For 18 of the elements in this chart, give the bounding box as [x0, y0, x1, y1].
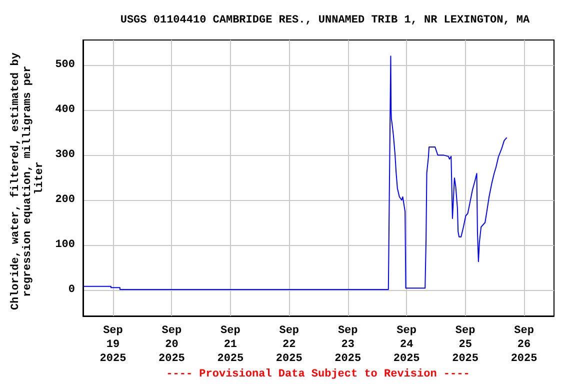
x-tick-label: Sep 26 2025 — [510, 325, 538, 365]
y-tick-label: 500 — [55, 59, 75, 72]
x-tick-label: Sep 25 2025 — [452, 325, 479, 365]
chart-title: USGS 01104410 CAMBRIDGE RES., UNNAMED TRIB 1, NR LEXINGTON, MA — [120, 14, 530, 26]
y-tick-label: 400 — [55, 104, 75, 116]
x-tick-label: Sep 23 2025 — [334, 325, 362, 365]
x-tick-label: Sep 20 2025 — [158, 325, 186, 365]
x-tick-label: Sep 22 2025 — [276, 325, 303, 365]
line-series — [83, 56, 508, 290]
y-tick-label: 300 — [55, 149, 75, 162]
y-tick-label: 200 — [55, 194, 75, 206]
y-tick-label: 100 — [55, 238, 75, 251]
text: ---- Provisional Data Subject to Revision ---- — [166, 368, 470, 380]
x-tick-label: Sep 24 2025 — [393, 325, 420, 365]
y-tick-label: 0 — [68, 284, 75, 296]
x-tick-label: Sep 19 2025 — [100, 325, 127, 365]
y-axis-title: Chloride, water, filtered, estimated by regression equation, milligrams per liter — [9, 46, 46, 310]
x-tick-label: Sep 21 2025 — [217, 325, 244, 365]
